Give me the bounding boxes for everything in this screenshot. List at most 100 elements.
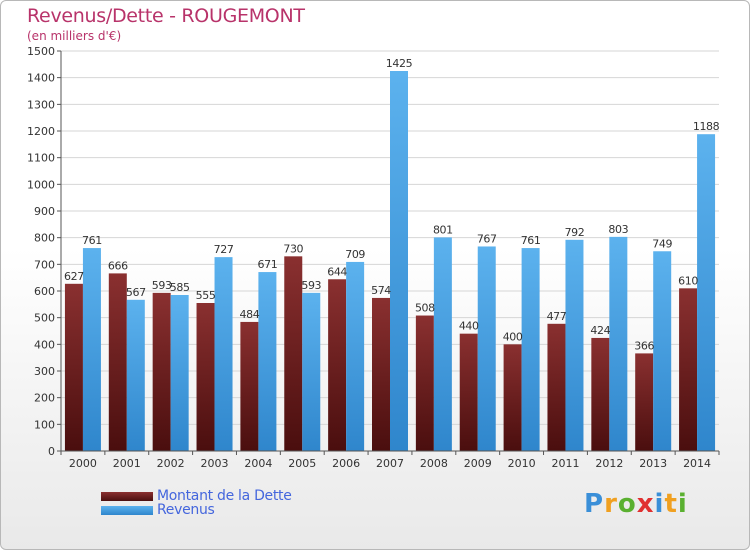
data-label-revenue-2010: 761 (521, 234, 541, 247)
x-tick-label: 2010 (508, 457, 536, 470)
bar-revenue-2007 (390, 71, 408, 451)
x-tick-label: 2005 (288, 457, 316, 470)
bar-revenue-2010 (521, 248, 540, 451)
y-tick-label: 1000 (27, 178, 55, 191)
data-label-revenue-2014: 1188 (693, 120, 720, 133)
y-tick-label: 0 (48, 445, 55, 458)
data-label-revenue-2000: 761 (82, 234, 102, 247)
bar-debt-2000 (64, 283, 83, 451)
bar-debt-2005 (284, 256, 303, 451)
data-label-debt-2001: 666 (108, 259, 128, 272)
legend-label-revenue: Revenus (157, 502, 215, 518)
axes: 0 100 200 300 400 500 600 700 800 900 1000 1100 1200… (27, 45, 720, 470)
data-label-revenue-2003: 727 (214, 243, 234, 256)
bar-revenue-2004 (258, 272, 277, 451)
proxiti-logo: Proxiti (584, 489, 688, 519)
y-tick-label: 300 (34, 365, 55, 378)
data-label-debt-2013: 366 (634, 339, 654, 352)
x-tick-label: 2003 (201, 457, 229, 470)
data-label-revenue-2008: 801 (433, 223, 453, 236)
bar-debt-2003 (196, 303, 215, 451)
logo-letter: r (604, 489, 618, 519)
logo-letter: i (677, 489, 688, 519)
data-label-debt-2011: 477 (547, 310, 567, 323)
y-tick-label: 1500 (27, 45, 55, 58)
x-tick-label: 2006 (332, 457, 360, 470)
y-tick-label: 900 (34, 205, 55, 218)
bar-debt-2010 (503, 344, 522, 451)
bar-revenue-2011 (565, 239, 584, 451)
x-tick-label: 2001 (113, 457, 141, 470)
bar-debt-2012 (591, 337, 610, 451)
bar-debt-2001 (108, 273, 127, 451)
bar-revenue-2002 (170, 295, 189, 451)
data-label-debt-2010: 400 (503, 330, 523, 343)
y-tick-label: 1100 (27, 152, 55, 165)
bar-revenue-2001 (126, 299, 145, 451)
bar-revenue-2008 (433, 237, 452, 451)
data-label-debt-2002: 593 (152, 279, 172, 292)
data-label-revenue-2006: 709 (345, 248, 365, 261)
logo-letter: o (617, 489, 637, 519)
y-tick-label: 700 (34, 258, 55, 271)
logo-letter: x (636, 489, 655, 519)
data-label-revenue-2009: 767 (477, 232, 497, 245)
data-label-debt-2006: 644 (327, 265, 347, 278)
legend-swatch-debt (101, 491, 153, 501)
y-tick-label: 600 (34, 285, 55, 298)
bar-revenue-2006 (346, 261, 365, 451)
data-label-debt-2000: 627 (64, 270, 84, 283)
logo-letter: i (654, 489, 665, 519)
data-label-debt-2009: 440 (459, 320, 479, 333)
legend-item-revenue: Revenus (101, 502, 215, 518)
data-label-debt-2003: 555 (196, 289, 216, 302)
bar-debt-2008 (415, 315, 434, 451)
chart-subtitle: (en milliers d'€) (27, 29, 122, 43)
y-tick-label: 100 (34, 418, 55, 431)
data-label-revenue-2004: 671 (258, 258, 278, 271)
y-tick-label: 200 (34, 392, 55, 405)
x-tick-label: 2002 (157, 457, 185, 470)
x-tick-label: 2008 (420, 457, 448, 470)
x-tick-label: 2012 (595, 457, 623, 470)
x-tick-label: 2014 (683, 457, 711, 470)
bars (64, 71, 716, 451)
bar-debt-2014 (679, 288, 698, 451)
data-label-debt-2005: 730 (283, 242, 303, 255)
data-label-debt-2004: 484 (240, 308, 260, 321)
logo-letter: P (584, 489, 605, 519)
y-tick-label: 1200 (27, 125, 55, 138)
bar-debt-2011 (547, 323, 566, 451)
bar-debt-2006 (328, 279, 347, 451)
data-label-debt-2012: 424 (590, 324, 610, 337)
y-tick-label: 1300 (27, 98, 55, 111)
x-tick-label: 2000 (69, 457, 97, 470)
x-tick-label: 2011 (551, 457, 579, 470)
data-label-revenue-2011: 792 (565, 226, 585, 239)
data-label-debt-2014: 610 (678, 274, 698, 287)
bar-debt-2009 (459, 333, 478, 451)
data-label-revenue-2002: 585 (170, 281, 190, 294)
bar-debt-2007 (372, 297, 390, 451)
bar-debt-2004 (240, 321, 259, 451)
x-tick-label: 2007 (376, 457, 404, 470)
x-tick-label: 2009 (464, 457, 492, 470)
bar-revenue-2009 (477, 246, 496, 451)
data-labels: 6277616665675935855557274846717305936447… (64, 57, 720, 352)
data-label-revenue-2001: 567 (126, 286, 146, 299)
y-tick-label: 1400 (27, 72, 55, 85)
bar-revenue-2003 (214, 257, 233, 451)
data-label-debt-2008: 508 (415, 302, 435, 315)
y-tick-label: 800 (34, 232, 55, 245)
chart-title: Revenus/Dette - ROUGEMONT (27, 5, 305, 27)
data-label-revenue-2012: 803 (608, 223, 628, 236)
bar-revenue-2013 (653, 251, 672, 451)
x-tick-label: 2004 (244, 457, 272, 470)
data-label-revenue-2005: 593 (301, 279, 321, 292)
y-tick-label: 500 (34, 312, 55, 325)
y-tick-label: 400 (34, 338, 55, 351)
legend-item-debt: Montant de la Dette (101, 488, 292, 504)
x-tick-label: 2013 (639, 457, 667, 470)
